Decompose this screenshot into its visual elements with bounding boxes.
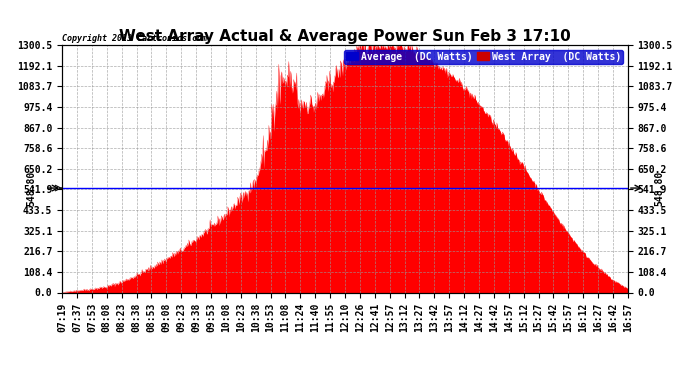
Text: 548.80: 548.80	[654, 170, 664, 206]
Title: West Array Actual & Average Power Sun Feb 3 17:10: West Array Actual & Average Power Sun Fe…	[119, 29, 571, 44]
Text: Copyright 2013 Cartronics.com: Copyright 2013 Cartronics.com	[62, 33, 207, 42]
Text: 548.80: 548.80	[26, 170, 36, 206]
Legend: Average  (DC Watts), West Array  (DC Watts): Average (DC Watts), West Array (DC Watts…	[344, 50, 623, 64]
